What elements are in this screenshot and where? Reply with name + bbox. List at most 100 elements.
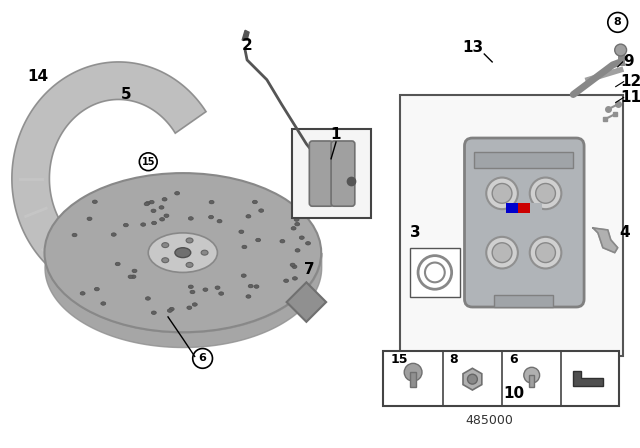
FancyBboxPatch shape	[309, 141, 333, 206]
Text: 11: 11	[620, 90, 640, 105]
Ellipse shape	[168, 309, 172, 312]
Polygon shape	[573, 371, 603, 386]
Ellipse shape	[162, 243, 169, 248]
Bar	[410, 248, 460, 297]
Text: 5: 5	[121, 87, 132, 102]
Ellipse shape	[188, 285, 193, 289]
Ellipse shape	[162, 198, 167, 201]
Text: 13: 13	[462, 39, 483, 55]
Ellipse shape	[149, 200, 154, 204]
Circle shape	[530, 177, 561, 209]
Ellipse shape	[290, 263, 295, 267]
Ellipse shape	[284, 279, 289, 283]
Text: 12: 12	[620, 74, 640, 89]
Bar	[400, 95, 623, 357]
Ellipse shape	[94, 287, 99, 291]
Ellipse shape	[295, 223, 300, 226]
Ellipse shape	[101, 302, 106, 305]
Ellipse shape	[144, 202, 149, 206]
Ellipse shape	[175, 192, 180, 195]
Ellipse shape	[141, 223, 146, 226]
Ellipse shape	[217, 220, 222, 223]
Text: 8: 8	[614, 17, 621, 27]
Ellipse shape	[131, 275, 136, 279]
Bar	[292, 129, 371, 218]
Ellipse shape	[115, 262, 120, 266]
Ellipse shape	[215, 286, 220, 289]
Ellipse shape	[188, 217, 193, 220]
Ellipse shape	[246, 215, 251, 218]
Polygon shape	[242, 30, 249, 40]
Ellipse shape	[169, 307, 174, 311]
Text: 7: 7	[304, 262, 315, 277]
Ellipse shape	[190, 290, 195, 294]
Ellipse shape	[148, 233, 218, 272]
Ellipse shape	[256, 238, 260, 242]
Text: 15: 15	[390, 353, 408, 366]
Text: 14: 14	[27, 69, 48, 84]
Polygon shape	[170, 246, 188, 267]
Ellipse shape	[241, 274, 246, 277]
Bar	[518, 203, 530, 213]
Text: 4: 4	[620, 225, 630, 241]
Circle shape	[530, 237, 561, 268]
Ellipse shape	[124, 224, 129, 227]
Text: 485000: 485000	[465, 414, 513, 426]
Ellipse shape	[151, 209, 156, 212]
Ellipse shape	[72, 233, 77, 237]
Ellipse shape	[159, 206, 164, 209]
Ellipse shape	[254, 285, 259, 289]
Circle shape	[536, 184, 556, 203]
Text: 1: 1	[331, 127, 341, 142]
Text: 6: 6	[509, 353, 518, 366]
Ellipse shape	[151, 311, 156, 314]
Ellipse shape	[219, 292, 223, 295]
Circle shape	[404, 363, 422, 381]
Ellipse shape	[209, 200, 214, 204]
Ellipse shape	[259, 209, 264, 212]
Circle shape	[536, 243, 556, 263]
Ellipse shape	[145, 297, 150, 300]
Ellipse shape	[87, 217, 92, 220]
Ellipse shape	[305, 241, 310, 245]
FancyBboxPatch shape	[331, 141, 355, 206]
Text: 6: 6	[198, 353, 207, 363]
Ellipse shape	[209, 215, 214, 219]
Circle shape	[486, 177, 518, 209]
Circle shape	[467, 374, 477, 384]
Ellipse shape	[300, 236, 304, 239]
Ellipse shape	[292, 277, 298, 280]
Ellipse shape	[44, 173, 321, 332]
Circle shape	[492, 243, 512, 263]
Polygon shape	[593, 228, 618, 253]
Polygon shape	[12, 62, 206, 295]
Ellipse shape	[242, 245, 247, 249]
Text: 8: 8	[450, 353, 458, 366]
Bar	[529, 375, 534, 387]
Ellipse shape	[246, 295, 251, 298]
Circle shape	[492, 184, 512, 203]
Text: 2: 2	[242, 38, 252, 52]
FancyBboxPatch shape	[465, 138, 584, 307]
Ellipse shape	[239, 230, 244, 233]
Ellipse shape	[203, 288, 208, 291]
Bar	[410, 372, 416, 387]
Ellipse shape	[294, 218, 299, 221]
Polygon shape	[287, 282, 326, 322]
Ellipse shape	[280, 240, 285, 243]
Text: 3: 3	[410, 225, 420, 241]
Ellipse shape	[92, 200, 97, 203]
Ellipse shape	[128, 275, 133, 279]
Ellipse shape	[192, 303, 197, 306]
Ellipse shape	[164, 214, 169, 217]
Circle shape	[524, 367, 540, 383]
Ellipse shape	[145, 202, 150, 205]
Ellipse shape	[291, 227, 296, 230]
Ellipse shape	[175, 248, 191, 258]
Bar	[383, 352, 619, 406]
Ellipse shape	[187, 306, 192, 310]
Ellipse shape	[292, 265, 297, 268]
Ellipse shape	[201, 250, 208, 255]
Ellipse shape	[80, 292, 85, 295]
Ellipse shape	[111, 233, 116, 236]
